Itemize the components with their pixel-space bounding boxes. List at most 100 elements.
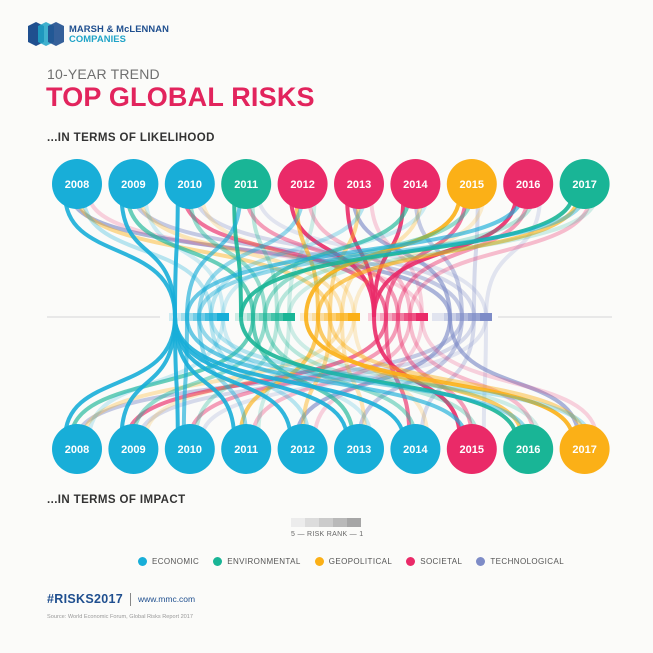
risk-rank-scale bbox=[291, 518, 361, 527]
legend-item-technological: TECHNOLOGICAL bbox=[476, 557, 564, 566]
impact-year-label: 2008 bbox=[65, 444, 89, 456]
impact-circle-shape bbox=[446, 424, 497, 474]
hub-segment-societal bbox=[404, 313, 416, 321]
impact-flow-line bbox=[173, 316, 180, 440]
rank-shade-swatch bbox=[319, 518, 333, 527]
likelihood-circle-shape bbox=[277, 159, 328, 209]
likelihood-circle-shape bbox=[221, 159, 272, 209]
impact-flow-line bbox=[238, 316, 320, 440]
rank-shade-swatch bbox=[305, 518, 319, 527]
likelihood-circle-shape bbox=[334, 159, 384, 209]
legend-item-economic: ECONOMIC bbox=[138, 557, 199, 566]
footer: #RISKS2017 www.mmc.com bbox=[47, 592, 195, 606]
legend-dot-icon bbox=[314, 557, 324, 566]
likelihood-circle-shape bbox=[559, 159, 610, 209]
impact-circle-shape bbox=[559, 424, 610, 474]
hub-segment-environmental bbox=[259, 313, 271, 321]
category-legend: ECONOMIC ENVIRONMENTAL GEOPOLITICAL SOCIETA… bbox=[138, 557, 578, 566]
impact-circle-shape bbox=[277, 424, 328, 474]
impact-year-label: 2014 bbox=[403, 444, 428, 456]
likelihood-circle-2010: 2010 bbox=[164, 159, 215, 209]
likelihood-circle-2013: 2013 bbox=[334, 159, 384, 209]
hashtag: #RISKS2017 bbox=[47, 592, 123, 606]
impact-flow-line bbox=[481, 316, 488, 440]
legend-item-societal: SOCIETAL bbox=[406, 557, 462, 566]
website-link[interactable]: www.mmc.com bbox=[137, 594, 196, 604]
likelihood-flow-line bbox=[239, 193, 575, 318]
likelihood-year-label: 2011 bbox=[234, 179, 258, 191]
rank-shade-swatch bbox=[291, 518, 305, 527]
likelihood-flow-line bbox=[287, 193, 599, 318]
impact-flow-line bbox=[69, 316, 255, 440]
impact-year-label: 2010 bbox=[178, 444, 202, 456]
legend-dot-icon bbox=[213, 557, 223, 566]
impact-flow-line bbox=[448, 316, 581, 440]
logo-mark-icon bbox=[28, 22, 64, 46]
likelihood-circle-2011: 2011 bbox=[221, 159, 272, 209]
likelihood-year-label: 2010 bbox=[178, 179, 202, 191]
likelihood-flow-line bbox=[316, 193, 581, 318]
likelihood-year-label: 2017 bbox=[572, 179, 596, 191]
impact-flow-line bbox=[185, 316, 468, 440]
likelihood-circle-shape bbox=[108, 159, 159, 209]
impact-flow-line bbox=[209, 316, 593, 440]
likelihood-flow-line bbox=[185, 193, 525, 318]
impact-flow-line bbox=[87, 316, 225, 440]
hub-segment-economic bbox=[181, 313, 193, 321]
impact-circle-shape bbox=[52, 424, 102, 474]
likelihood-circle-2009: 2009 bbox=[108, 159, 159, 209]
impact-circle-2015: 2015 bbox=[446, 424, 497, 474]
likelihood-flow-line bbox=[221, 193, 430, 318]
likelihood-flow-line bbox=[472, 193, 480, 318]
likelihood-year-label: 2009 bbox=[121, 179, 145, 191]
impact-circle-shape bbox=[334, 424, 384, 474]
impact-flow-line bbox=[328, 316, 587, 440]
hub-segment-technological bbox=[480, 313, 492, 321]
legend-label: ENVIRONMENTAL bbox=[227, 557, 301, 566]
impact-year-label: 2016 bbox=[516, 444, 540, 456]
hub-segment-societal bbox=[380, 313, 392, 321]
impact-circle-shape bbox=[503, 424, 554, 474]
impact-flow-line bbox=[197, 316, 531, 440]
impact-circle-2008: 2008 bbox=[52, 424, 102, 474]
impact-year-label: 2015 bbox=[460, 444, 484, 456]
likelihood-flow-line bbox=[232, 193, 243, 318]
likelihood-year-label: 2015 bbox=[460, 179, 484, 191]
hub-segment-geopolitical bbox=[312, 313, 324, 321]
impact-flow-line bbox=[173, 316, 237, 440]
likelihood-year-label: 2016 bbox=[516, 179, 540, 191]
impact-flow-line bbox=[173, 316, 293, 440]
impact-flow-line bbox=[256, 316, 291, 440]
hub-segment-economic bbox=[217, 313, 229, 321]
hub-segment-technological bbox=[456, 313, 468, 321]
likelihood-flow-line bbox=[173, 193, 180, 318]
impact-circle-shape bbox=[164, 424, 215, 474]
impact-year-label: 2013 bbox=[347, 444, 371, 456]
section-likelihood-heading: ...IN TERMS OF LIKELIHOOD bbox=[47, 132, 215, 144]
legend-item-environmental: ENVIRONMENTAL bbox=[213, 557, 301, 566]
likelihood-circle-shape bbox=[164, 159, 215, 209]
likelihood-flow-line bbox=[484, 193, 543, 318]
hub-segment-geopolitical bbox=[336, 313, 348, 321]
impact-circle-2012: 2012 bbox=[277, 424, 328, 474]
hub-segment-technological bbox=[468, 313, 480, 321]
impact-flow-line bbox=[420, 316, 599, 440]
impact-circle-2014: 2014 bbox=[390, 424, 441, 474]
impact-circle-shape bbox=[221, 424, 272, 474]
impact-flow-line bbox=[316, 316, 525, 440]
page-subtitle: 10-YEAR TREND bbox=[47, 66, 160, 82]
likelihood-flow-line bbox=[185, 193, 243, 318]
impact-circle-2017: 2017 bbox=[559, 424, 610, 474]
legend-dot-icon bbox=[138, 557, 147, 566]
impact-year-label: 2009 bbox=[121, 444, 145, 456]
likelihood-circle-2012: 2012 bbox=[277, 159, 328, 209]
impact-circle-2013: 2013 bbox=[334, 424, 384, 474]
logo-text: MARSH & McLENNAN COMPANIES bbox=[69, 23, 169, 45]
hub-segment-technological bbox=[432, 313, 444, 321]
rank-shade-swatch bbox=[333, 518, 347, 527]
likelihood-flow-line bbox=[408, 193, 593, 318]
hub-segment-economic bbox=[193, 313, 205, 321]
likelihood-circle-shape bbox=[446, 159, 497, 209]
impact-flow-line bbox=[304, 316, 575, 440]
impact-flow-line bbox=[199, 316, 488, 440]
